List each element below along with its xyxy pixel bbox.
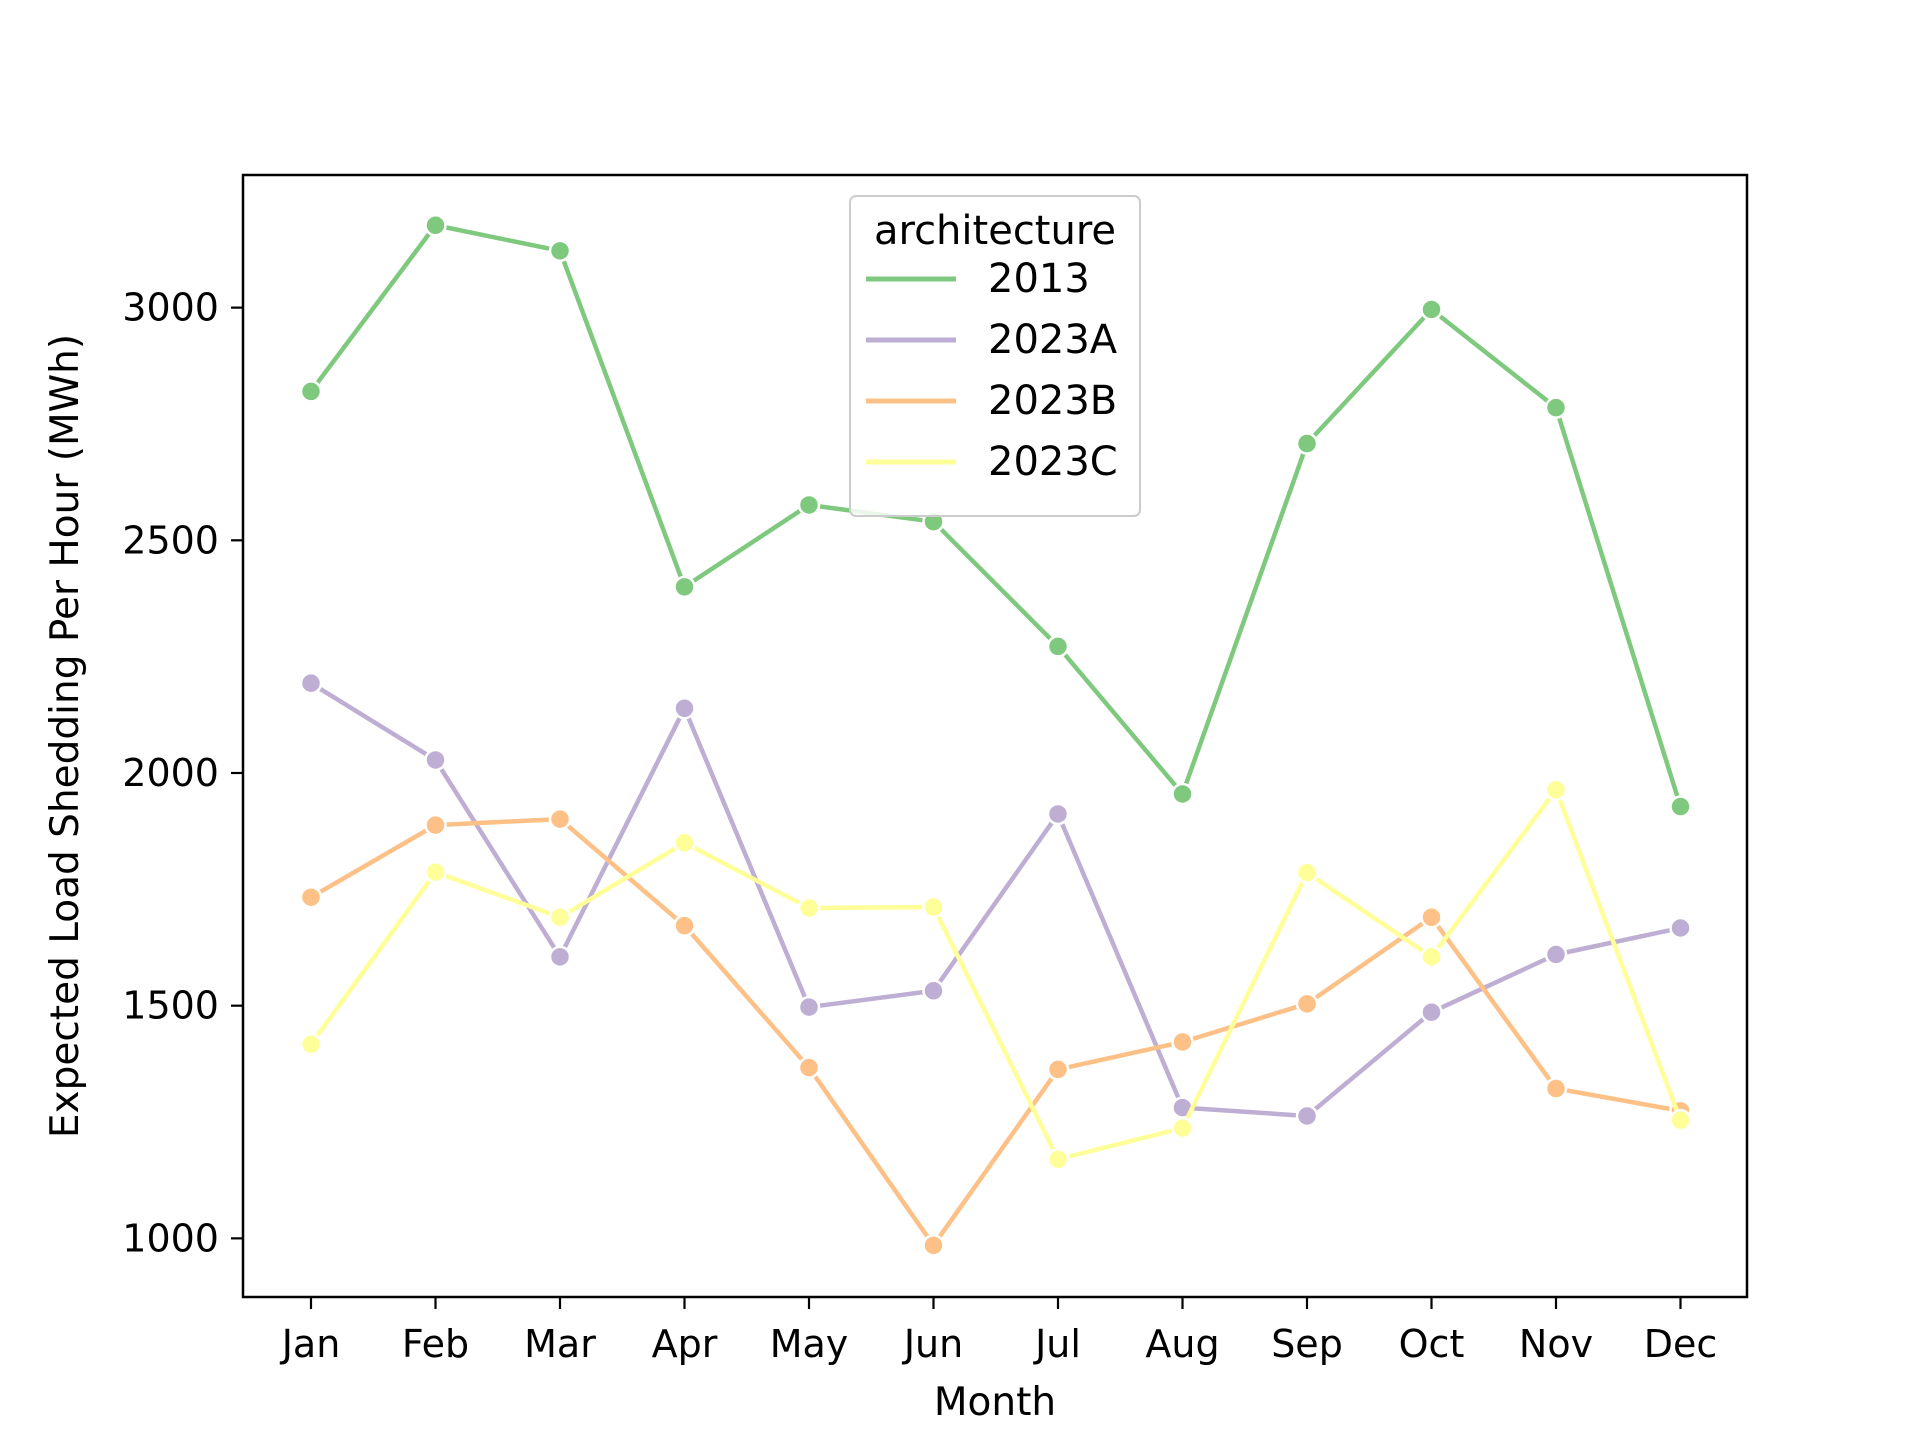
legend-box <box>849 195 1141 517</box>
data-point <box>673 575 696 599</box>
data-point <box>1544 778 1568 801</box>
data-point <box>1171 1030 1194 1054</box>
data-point <box>548 807 572 831</box>
data-point <box>1669 795 1692 818</box>
x-axis: Jan Feb Mar Apr May Jun Jul Aug Sep Oct Nov Dec <box>280 1297 1718 1366</box>
data-point <box>922 1234 945 1257</box>
data-point <box>1669 916 1692 940</box>
legend-title: architecture <box>874 208 1116 254</box>
y-tick-label: 1000 <box>122 1216 219 1260</box>
x-tick-label: Dec <box>1644 1322 1718 1366</box>
data-point <box>797 493 821 517</box>
data-point <box>922 895 945 919</box>
data-point <box>1544 1077 1568 1100</box>
data-point <box>548 906 572 929</box>
legend-items: 2013 2023A 2023B 2023C <box>866 256 1118 485</box>
data-point <box>548 945 572 969</box>
data-point <box>673 914 696 937</box>
series-line <box>308 816 1683 1248</box>
legend-entry: 2023A <box>866 317 1118 363</box>
legend-entry: 2013 <box>866 256 1090 302</box>
series-2013 <box>299 214 1692 818</box>
legend-label: 2023C <box>988 439 1118 485</box>
data-point <box>1295 861 1319 884</box>
x-tick-label: Jul <box>1033 1322 1081 1366</box>
series-2023A <box>299 671 1692 1128</box>
data-point <box>548 239 572 263</box>
data-point <box>1420 945 1443 969</box>
x-tick-label: Mar <box>524 1322 596 1366</box>
x-tick-label: Feb <box>402 1322 469 1366</box>
y-tick-label: 2500 <box>122 518 219 562</box>
data-point <box>1046 635 1070 658</box>
series-layer <box>299 214 1692 1257</box>
y-axis: 1000 1500 2000 2500 3000 <box>122 286 243 1260</box>
x-tick-label: May <box>770 1322 849 1366</box>
y-tick-label: 1500 <box>122 984 219 1028</box>
legend-entry: 2023C <box>866 439 1118 485</box>
data-point <box>1046 1148 1070 1171</box>
data-point <box>922 979 945 1003</box>
y-tick-label: 3000 <box>122 286 219 330</box>
data-point <box>1420 906 1443 929</box>
series-line <box>308 787 1683 1162</box>
x-tick-label: Oct <box>1399 1322 1465 1366</box>
data-point <box>424 214 447 237</box>
data-point <box>1295 432 1319 455</box>
series-2023C <box>299 778 1692 1171</box>
x-tick-label: Nov <box>1519 1322 1593 1366</box>
data-point <box>1669 1108 1692 1132</box>
data-point <box>1046 1058 1070 1081</box>
x-axis-label: Month <box>934 1380 1056 1425</box>
plot-area-frame <box>241 173 1749 1299</box>
legend-label: 2023B <box>988 378 1117 424</box>
data-point <box>424 860 447 884</box>
data-point <box>1171 1116 1194 1140</box>
legend-entry: 2023B <box>866 378 1117 424</box>
data-point <box>299 380 323 403</box>
series-line <box>308 223 1683 809</box>
x-tick-label: Apr <box>652 1322 718 1366</box>
data-point <box>1420 298 1443 321</box>
y-axis-label: Expected Load Shedding Per Hour (MWh) <box>43 334 88 1138</box>
data-point <box>797 995 821 1019</box>
data-point <box>299 885 323 909</box>
data-point <box>1544 396 1568 419</box>
data-point <box>1295 1104 1319 1128</box>
legend: architecture 2013 2023A 2023B 2023C <box>849 195 1141 517</box>
data-point <box>1046 802 1070 826</box>
data-point <box>797 896 821 920</box>
data-point <box>1171 782 1194 806</box>
data-point <box>424 813 447 837</box>
data-point <box>673 831 696 855</box>
data-point <box>797 1056 821 1079</box>
data-point <box>1295 992 1319 1016</box>
x-tick-label: Jan <box>280 1322 341 1366</box>
data-point <box>1544 943 1568 966</box>
y-tick-label: 2000 <box>122 751 219 795</box>
data-point <box>424 748 447 772</box>
data-point <box>673 697 696 720</box>
legend-label: 2013 <box>988 256 1090 302</box>
x-tick-label: Sep <box>1271 1322 1343 1366</box>
x-tick-label: Jun <box>902 1322 963 1366</box>
legend-label: 2023A <box>988 317 1118 363</box>
data-point <box>299 1033 323 1056</box>
data-point <box>1420 1000 1443 1024</box>
data-point <box>299 671 323 695</box>
x-tick-label: Aug <box>1145 1322 1219 1366</box>
series-line <box>308 680 1683 1119</box>
